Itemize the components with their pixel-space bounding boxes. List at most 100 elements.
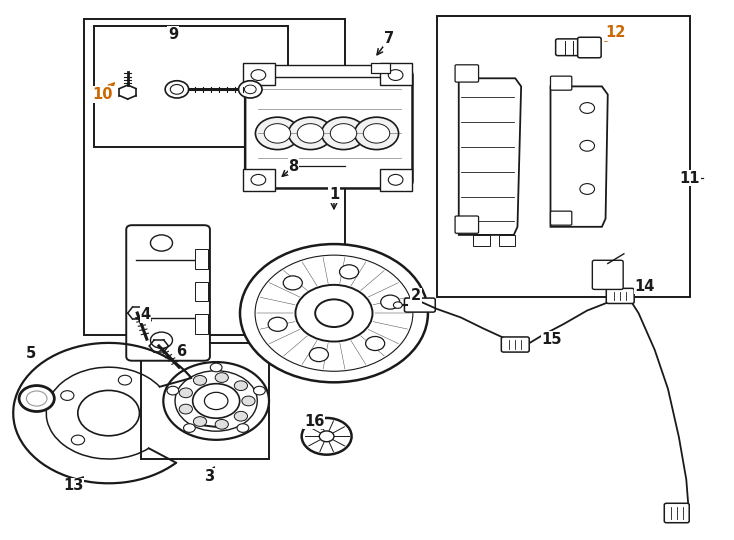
FancyBboxPatch shape [455, 216, 479, 233]
Circle shape [268, 318, 287, 332]
Bar [84, 19, 345, 335]
Bar [141, 343, 269, 459]
Circle shape [283, 276, 302, 290]
Bar [243, 63, 275, 85]
Text: 12: 12 [605, 25, 625, 40]
Bar [473, 235, 490, 246]
Circle shape [167, 386, 179, 395]
Circle shape [19, 386, 54, 411]
Circle shape [71, 435, 84, 445]
Circle shape [251, 70, 266, 80]
FancyBboxPatch shape [606, 288, 634, 303]
Circle shape [264, 124, 291, 143]
Circle shape [234, 381, 247, 390]
Bar [380, 63, 412, 85]
FancyBboxPatch shape [550, 211, 572, 225]
Text: 15: 15 [542, 332, 562, 347]
Circle shape [204, 392, 228, 410]
Text: 8: 8 [288, 159, 299, 174]
Circle shape [150, 235, 172, 251]
Circle shape [78, 390, 139, 436]
Bar [195, 282, 208, 301]
Circle shape [381, 295, 400, 309]
Circle shape [319, 431, 334, 442]
Circle shape [193, 417, 207, 427]
Circle shape [366, 336, 385, 350]
Circle shape [363, 124, 390, 143]
Circle shape [179, 404, 192, 414]
Circle shape [302, 418, 352, 455]
Circle shape [297, 124, 324, 143]
Text: 13: 13 [63, 478, 84, 494]
Text: 9: 9 [168, 26, 178, 42]
FancyBboxPatch shape [664, 503, 689, 523]
Bar [94, 26, 288, 147]
Text: 10: 10 [92, 87, 113, 102]
FancyBboxPatch shape [126, 225, 210, 361]
Circle shape [288, 117, 333, 150]
Circle shape [315, 299, 353, 327]
Circle shape [239, 80, 262, 98]
Circle shape [253, 386, 265, 395]
Circle shape [118, 375, 131, 385]
Circle shape [165, 80, 189, 98]
Bar [380, 169, 412, 191]
Circle shape [150, 332, 172, 348]
Circle shape [330, 124, 357, 143]
FancyBboxPatch shape [455, 65, 479, 82]
FancyBboxPatch shape [404, 298, 435, 312]
FancyBboxPatch shape [592, 260, 623, 289]
Circle shape [234, 411, 247, 421]
Text: 16: 16 [304, 414, 324, 429]
Bar [371, 63, 390, 73]
Circle shape [321, 117, 366, 150]
FancyBboxPatch shape [578, 37, 601, 58]
Circle shape [210, 363, 222, 372]
Circle shape [179, 388, 192, 397]
Polygon shape [459, 78, 521, 235]
Bar [437, 16, 690, 297]
Circle shape [194, 375, 207, 385]
FancyBboxPatch shape [550, 76, 572, 90]
Bar [265, 65, 390, 77]
Circle shape [388, 70, 403, 80]
Text: 2: 2 [411, 288, 421, 303]
Circle shape [241, 396, 255, 406]
Bar [195, 249, 208, 269]
Circle shape [244, 85, 256, 94]
FancyBboxPatch shape [501, 337, 529, 352]
Circle shape [255, 117, 299, 150]
Bar [243, 169, 275, 191]
Circle shape [163, 362, 269, 440]
Text: 11: 11 [680, 171, 700, 186]
Circle shape [388, 174, 403, 185]
Bar [195, 314, 208, 334]
Circle shape [192, 383, 239, 418]
Circle shape [240, 244, 428, 382]
Circle shape [296, 285, 372, 341]
Circle shape [184, 424, 195, 433]
Text: 14: 14 [634, 279, 655, 294]
FancyBboxPatch shape [245, 68, 413, 188]
FancyBboxPatch shape [556, 39, 581, 56]
Text: 4: 4 [140, 307, 150, 322]
Text: 6: 6 [176, 343, 186, 359]
Circle shape [251, 174, 266, 185]
Circle shape [309, 348, 328, 362]
Circle shape [580, 184, 595, 194]
Text: 5: 5 [26, 346, 36, 361]
Circle shape [170, 84, 184, 94]
Circle shape [340, 265, 359, 279]
Circle shape [215, 420, 228, 429]
Bar [499, 235, 515, 246]
Circle shape [215, 373, 228, 382]
Circle shape [26, 391, 47, 406]
Circle shape [580, 140, 595, 151]
Circle shape [393, 302, 402, 308]
Text: 3: 3 [204, 469, 214, 484]
Circle shape [61, 391, 74, 401]
Circle shape [580, 103, 595, 113]
Circle shape [355, 117, 399, 150]
Text: 1: 1 [329, 187, 339, 202]
Text: 7: 7 [384, 31, 394, 46]
